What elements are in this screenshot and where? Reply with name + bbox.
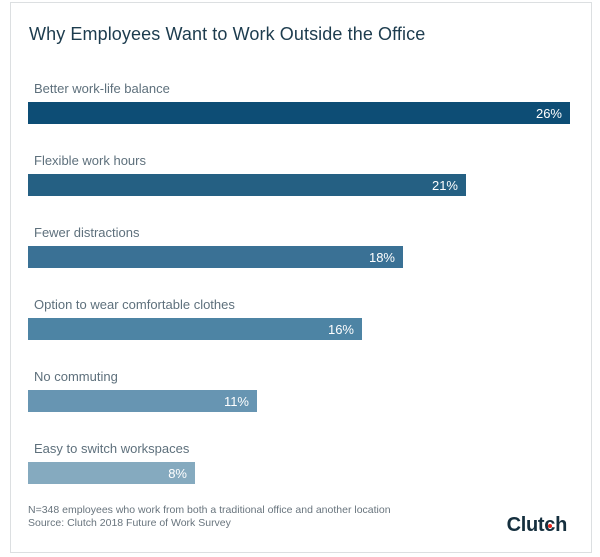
bar: 11% <box>28 390 257 412</box>
bar: 16% <box>28 318 362 340</box>
clutch-logo-text-end: h <box>555 514 567 536</box>
clutch-logo-text-start: Clut <box>506 514 545 536</box>
bar-group: Easy to switch workspaces 8% <box>28 441 567 513</box>
bar-chart: Better work-life balance 26% Flexible wo… <box>28 81 570 513</box>
footnote: N=348 employees who work from both a tra… <box>28 504 391 530</box>
bar: 26% <box>28 102 570 124</box>
bar-value-label: 26% <box>535 105 562 121</box>
bar-group: Flexible work hours 21% <box>28 153 567 225</box>
bar: 18% <box>28 246 403 268</box>
bar: 21% <box>28 174 466 196</box>
bar-category-label: Option to wear comfortable clothes <box>34 297 235 312</box>
bar-value-label: 21% <box>431 177 458 193</box>
bar-value-label: 16% <box>327 321 354 337</box>
bar: 8% <box>28 462 195 484</box>
clutch-logo-c: c <box>544 514 556 536</box>
bar-category-label: Better work-life balance <box>34 81 170 96</box>
bar-group: Fewer distractions 18% <box>28 225 567 297</box>
bar-group: No commuting 11% <box>28 369 567 441</box>
bar-category-label: Fewer distractions <box>34 225 140 240</box>
bar-category-label: Flexible work hours <box>34 153 146 168</box>
footnote-source: Source: Clutch 2018 Future of Work Surve… <box>28 517 231 529</box>
bar-value-label: 8% <box>168 465 187 481</box>
bar-category-label: No commuting <box>34 369 118 384</box>
bar-category-label: Easy to switch workspaces <box>34 441 190 456</box>
bar-group: Better work-life balance 26% <box>28 81 570 153</box>
clutch-logo-dot-letter: c <box>544 512 555 538</box>
footnote-sample-size: N=348 employees who work from both a tra… <box>28 504 391 516</box>
bar-value-label: 18% <box>368 249 395 265</box>
clutch-logo: Clutch <box>506 512 568 538</box>
chart-title: Why Employees Want to Work Outside the O… <box>29 24 426 44</box>
bar-group: Option to wear comfortable clothes 16% <box>28 297 567 369</box>
bar-value-label: 11% <box>223 393 249 409</box>
chart-card: Why Employees Want to Work Outside the O… <box>10 2 592 553</box>
